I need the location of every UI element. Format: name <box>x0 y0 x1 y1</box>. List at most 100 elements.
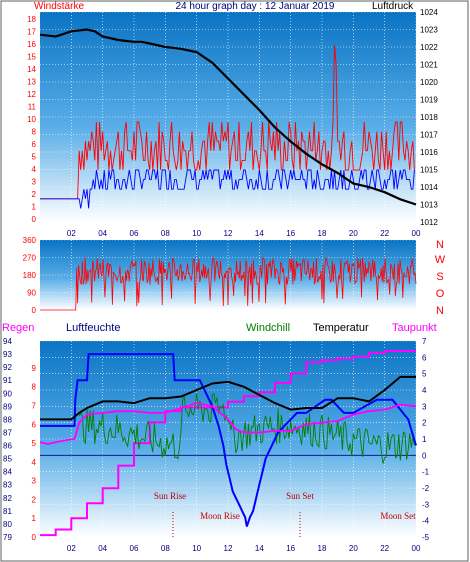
panel-temp-humidity <box>40 341 416 537</box>
pressure-tick-label: 1022 <box>420 43 438 52</box>
x-tick-label: 06 <box>130 544 139 553</box>
wind-tick-label: 13 <box>27 78 36 87</box>
panel-wind-direction-axes: 0 90 180 270 360 <box>23 236 37 315</box>
panel-temp-humidity-grid <box>40 340 417 538</box>
pressure-tick-label: 1020 <box>420 78 438 87</box>
dewpoint-line <box>39 402 417 445</box>
x-tick-label: 20 <box>349 544 358 553</box>
dir-letter-s: S <box>436 271 443 283</box>
temperature-tick-label: 4 <box>422 386 427 395</box>
rain-tick-label: 0 <box>32 533 37 542</box>
pressure-tick-label: 1015 <box>420 166 438 175</box>
panel-wind-pressure-axes: 0123456810111213141516171810121013101410… <box>27 8 438 238</box>
wind-tick-label: 1 <box>32 203 37 212</box>
x-tick-label: 00 <box>412 229 421 238</box>
temperatur-label: Temperatur <box>313 322 369 334</box>
temperature-tick-label: -2 <box>422 484 430 493</box>
rain-tick-label: 3 <box>32 477 37 486</box>
pressure-tick-label: 1012 <box>420 218 438 227</box>
pressure-tick-label: 1023 <box>420 26 438 35</box>
graph-title: 24 hour graph day : 12 Januar 2019 <box>175 1 334 12</box>
temperature-tick-label: -5 <box>422 533 430 542</box>
rain-tick-label: 9 <box>32 364 37 373</box>
humidity-tick-label: 94 <box>3 337 12 346</box>
x-tick-label: 02 <box>67 544 76 553</box>
windstaerke-title: Windstärke <box>34 1 84 12</box>
wind-tick-label: 3 <box>32 178 37 187</box>
rain-line <box>40 350 416 537</box>
pressure-tick-label: 1018 <box>420 113 438 122</box>
temperature-tick-label: 1 <box>422 435 427 444</box>
x-tick-label: 16 <box>286 229 295 238</box>
wind-tick-label: 17 <box>27 28 36 37</box>
temperature-tick-label: 2 <box>422 419 427 428</box>
wind-tick-label: 6 <box>32 140 37 149</box>
direction-tick-label: 270 <box>23 254 37 263</box>
x-tick-label: 14 <box>255 544 264 553</box>
pressure-tick-label: 1021 <box>420 61 438 70</box>
wind-tick-label: 11 <box>28 103 37 112</box>
wind-direction-series <box>40 256 417 311</box>
wind-tick-label: 16 <box>27 40 36 49</box>
temperature-tick-label: -1 <box>422 468 430 477</box>
humidity-tick-label: 82 <box>3 494 12 503</box>
x-tick-label: 04 <box>98 544 107 553</box>
humidity-tick-label: 88 <box>3 415 12 424</box>
temperature-tick-label: 7 <box>422 337 427 346</box>
x-tick-label: 08 <box>161 229 170 238</box>
dir-letter-w: W <box>435 254 446 266</box>
humidity-tick-label: 92 <box>3 363 12 372</box>
pressure-line <box>39 28 417 206</box>
wind-tick-label: 4 <box>32 165 37 174</box>
x-tick-label: 12 <box>224 229 233 238</box>
x-tick-label: 16 <box>286 544 295 553</box>
temperature-tick-label: -3 <box>422 500 430 509</box>
humidity-tick-label: 81 <box>3 507 12 516</box>
moon-set-label: Moon Set <box>380 511 416 521</box>
wind-mean-line <box>40 169 415 209</box>
humidity-tick-label: 84 <box>3 468 12 477</box>
x-tick-label: 12 <box>224 544 233 553</box>
wind-speed-series <box>40 45 415 209</box>
luftfeuchte-label: Luftfeuchte <box>66 322 120 334</box>
pressure-tick-label: 1017 <box>420 131 438 140</box>
wind-tick-label: 18 <box>27 15 36 24</box>
humidity-tick-label: 93 <box>3 350 12 359</box>
humidity-tick-label: 87 <box>3 428 12 437</box>
rain-tick-label: 1 <box>32 514 37 523</box>
direction-tick-label: 0 <box>32 306 37 315</box>
humidity-tick-label: 90 <box>3 389 12 398</box>
temperature-tick-label: 0 <box>422 451 427 460</box>
sun-set-label: Sun Set <box>286 491 314 501</box>
windchill-label: Windchill <box>246 322 290 334</box>
pressure-tick-label: 1013 <box>420 201 438 210</box>
x-tick-label: 04 <box>98 229 107 238</box>
wind-direction-line <box>40 256 417 311</box>
rain-tick-label: 7 <box>32 401 37 410</box>
humidity-tick-label: 89 <box>3 402 12 411</box>
dir-letter-n-bottom: N <box>436 305 444 317</box>
humidity-tick-label: 85 <box>3 455 12 464</box>
humidity-tick-label: 79 <box>3 533 12 542</box>
luftdruck-title: Luftdruck <box>372 1 414 12</box>
temperature-tick-label: 6 <box>422 353 427 362</box>
wind-gust-line <box>40 45 415 200</box>
direction-tick-label: 90 <box>27 289 36 298</box>
moon-rise-label: Moon Rise <box>200 511 240 521</box>
pressure-tick-label: 1016 <box>420 148 438 157</box>
x-tick-label: 00 <box>412 544 421 553</box>
wind-tick-label: 15 <box>27 53 36 62</box>
windchill-line <box>78 392 415 464</box>
pressure-series <box>39 28 417 206</box>
humidity-tick-label: 86 <box>3 442 12 451</box>
temperature-tick-label: 5 <box>422 370 427 379</box>
pressure-tick-label: 1024 <box>420 8 438 17</box>
wind-tick-label: 14 <box>27 65 36 74</box>
temperature-tick-label: 3 <box>422 402 427 411</box>
x-tick-label: 18 <box>318 544 327 553</box>
rain-tick-label: 2 <box>32 495 37 504</box>
pressure-tick-label: 1019 <box>420 96 438 105</box>
wind-tick-label: 8 <box>32 128 37 137</box>
x-tick-label: 22 <box>380 544 389 553</box>
